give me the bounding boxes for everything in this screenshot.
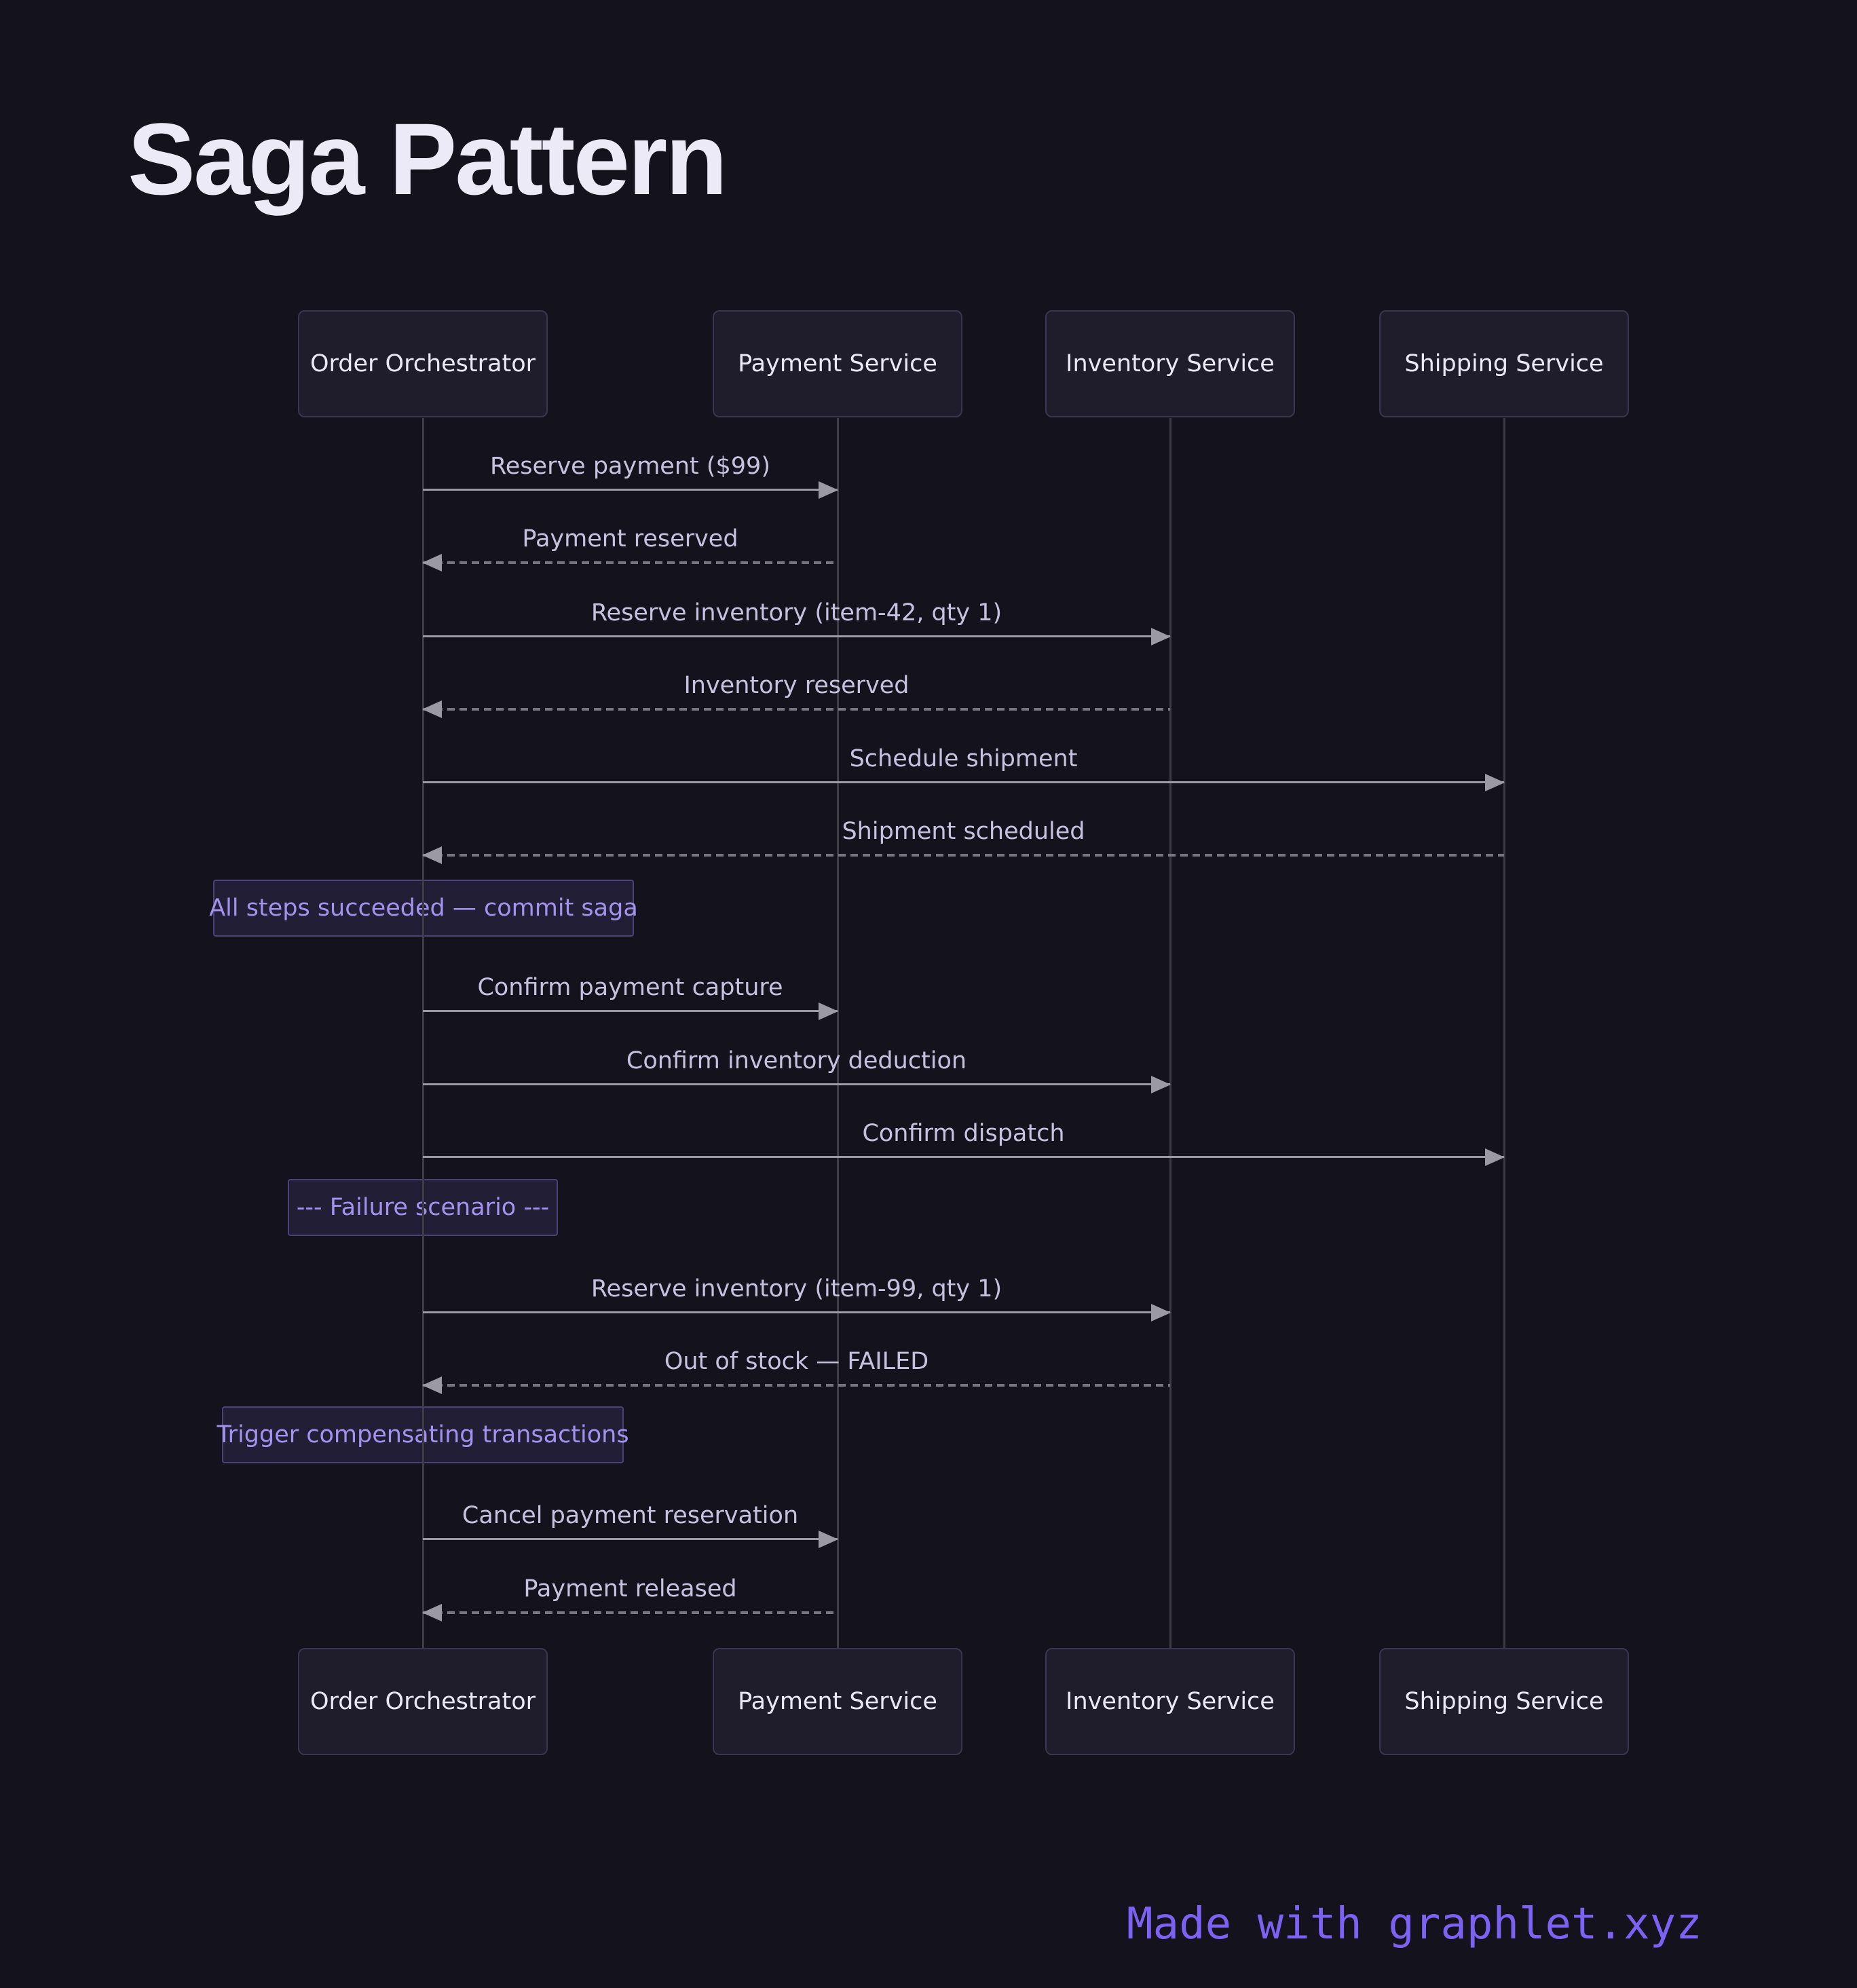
lifeline-payment-service xyxy=(837,418,839,1649)
participant-label: Inventory Service xyxy=(1066,350,1275,377)
participant-label: Shipping Service xyxy=(1404,1688,1604,1715)
participant-label: Payment Service xyxy=(738,1688,937,1715)
arrow-line-dashed xyxy=(422,700,1170,718)
message-reserve-inventory-42: Reserve inventory (item-42, qty 1) xyxy=(423,599,1171,645)
message-label: Schedule shipment xyxy=(849,745,1078,772)
participant-label: Order Orchestrator xyxy=(310,1688,536,1715)
message-payment-released: Payment released xyxy=(422,1575,838,1621)
message-reserve-inventory-99: Reserve inventory (item-99, qty 1) xyxy=(423,1275,1171,1321)
participant-label: Shipping Service xyxy=(1404,350,1604,377)
message-label: Reserve inventory (item-99, qty 1) xyxy=(590,1275,1002,1302)
participant-label: Order Orchestrator xyxy=(310,350,536,377)
arrow-line-solid xyxy=(423,1530,838,1548)
participant-bottom-payment-service: Payment Service xyxy=(713,1648,962,1755)
message-label: Shipment scheduled xyxy=(842,818,1085,845)
participant-top-shipping-service: Shipping Service xyxy=(1379,310,1629,417)
arrow-line-solid xyxy=(423,481,838,499)
message-inventory-reserved: Inventory reserved xyxy=(422,671,1170,718)
arrow-line-dashed xyxy=(422,1376,1170,1394)
participant-label: Payment Service xyxy=(738,350,937,377)
message-confirm-dispatch: Confirm dispatch xyxy=(423,1119,1505,1166)
lifeline-order-orchestrator xyxy=(422,418,424,1649)
lifeline-inventory-service xyxy=(1169,418,1171,1649)
arrowhead-right-icon xyxy=(1151,1303,1171,1321)
arrow-line-dashed xyxy=(422,1604,838,1621)
arrowhead-right-icon xyxy=(819,481,838,499)
arrowhead-left-icon xyxy=(422,1604,442,1621)
arrowhead-left-icon xyxy=(422,1376,442,1394)
message-confirm-payment-capture: Confirm payment capture xyxy=(423,973,838,1020)
arrowhead-left-icon xyxy=(422,846,442,864)
message-cancel-payment-reservation: Cancel payment reservation xyxy=(423,1501,838,1548)
arrow-line-solid xyxy=(423,1002,838,1020)
footer-credit: Made with graphlet.xyz xyxy=(1127,1899,1702,1949)
lifeline-shipping-service xyxy=(1503,418,1505,1649)
message-shipment-scheduled: Shipment scheduled xyxy=(422,817,1504,864)
message-label: Out of stock — FAILED xyxy=(664,1348,929,1375)
message-label: Inventory reserved xyxy=(683,672,909,699)
message-label: Reserve payment ($99) xyxy=(490,453,770,480)
arrowhead-right-icon xyxy=(1485,773,1505,791)
message-label: Cancel payment reservation xyxy=(462,1502,799,1529)
arrow-line-solid xyxy=(423,773,1505,791)
arrow-line-dashed xyxy=(422,554,838,571)
arrow-line-solid xyxy=(423,1148,1505,1166)
message-label: Payment reserved xyxy=(522,525,738,552)
page-title: Saga Pattern xyxy=(128,102,728,216)
message-confirm-inventory-deduction: Confirm inventory deduction xyxy=(423,1047,1171,1093)
arrowhead-right-icon xyxy=(1151,627,1171,645)
arrow-line-solid xyxy=(423,627,1171,645)
arrow-line-solid xyxy=(423,1303,1171,1321)
arrowhead-left-icon xyxy=(422,700,442,718)
message-label: Confirm payment capture xyxy=(477,974,783,1001)
arrowhead-right-icon xyxy=(819,1530,838,1548)
participant-bottom-inventory-service: Inventory Service xyxy=(1045,1648,1295,1755)
arrowhead-right-icon xyxy=(1485,1148,1505,1166)
message-label: Confirm inventory deduction xyxy=(626,1047,967,1074)
participant-bottom-shipping-service: Shipping Service xyxy=(1379,1648,1629,1755)
participant-bottom-order-orchestrator: Order Orchestrator xyxy=(298,1648,548,1755)
arrowhead-right-icon xyxy=(819,1002,838,1020)
participant-top-order-orchestrator: Order Orchestrator xyxy=(298,310,548,417)
message-payment-reserved: Payment reserved xyxy=(422,525,838,571)
arrow-line-dashed xyxy=(422,846,1504,864)
message-out-of-stock-failed: Out of stock — FAILED xyxy=(422,1347,1170,1394)
message-reserve-payment: Reserve payment ($99) xyxy=(423,452,838,499)
message-schedule-shipment: Schedule shipment xyxy=(423,745,1505,791)
message-label: Reserve inventory (item-42, qty 1) xyxy=(590,599,1002,626)
message-label: Confirm dispatch xyxy=(862,1120,1065,1147)
arrow-line-solid xyxy=(423,1075,1171,1093)
arrowhead-left-icon xyxy=(422,554,442,571)
participant-label: Inventory Service xyxy=(1066,1688,1275,1715)
arrowhead-right-icon xyxy=(1151,1075,1171,1093)
message-label: Payment released xyxy=(523,1575,737,1602)
participant-top-inventory-service: Inventory Service xyxy=(1045,310,1295,417)
participant-top-payment-service: Payment Service xyxy=(713,310,962,417)
